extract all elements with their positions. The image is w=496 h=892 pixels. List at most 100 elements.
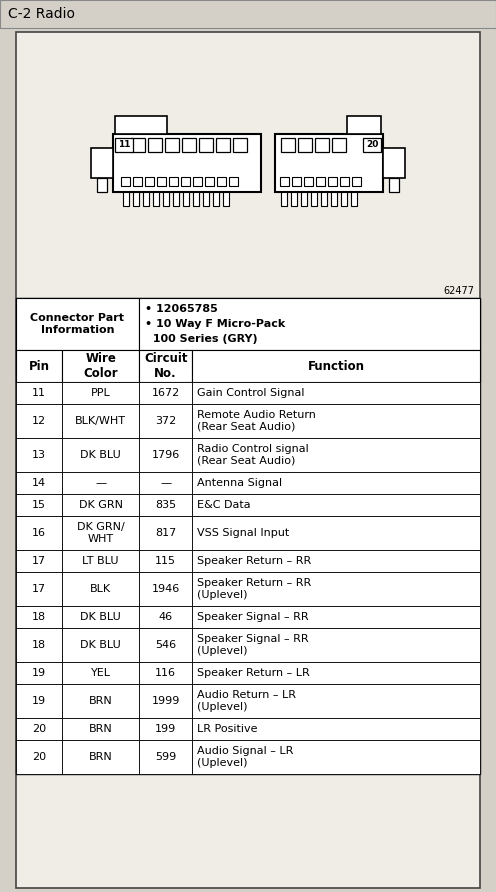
Bar (16, 438, 62, 472)
Text: C-2 Radio: C-2 Radio (8, 7, 75, 21)
Bar (192, 472, 480, 494)
Bar (113, 134, 261, 192)
Bar (192, 628, 480, 662)
Text: Speaker Return – RR: Speaker Return – RR (197, 556, 311, 566)
Bar (157, 177, 166, 186)
Text: BRN: BRN (89, 752, 113, 762)
Bar (145, 177, 154, 186)
Bar (16, 516, 62, 550)
Text: 116: 116 (155, 668, 176, 678)
Bar (16, 684, 62, 718)
Bar (139, 298, 480, 350)
Bar (139, 350, 192, 382)
Text: 46: 46 (159, 612, 173, 622)
Text: Circuit
No.: Circuit No. (144, 352, 187, 380)
Bar (62, 494, 139, 516)
Text: Audio Return – LR
(Uplevel): Audio Return – LR (Uplevel) (197, 690, 296, 712)
Text: E&C Data: E&C Data (197, 500, 251, 510)
Bar (331, 192, 337, 206)
Text: —: — (160, 478, 171, 488)
Bar (347, 116, 381, 134)
Bar (16, 472, 62, 494)
Bar (123, 192, 129, 206)
Bar (16, 550, 62, 572)
Bar (139, 628, 192, 662)
Bar (16, 382, 62, 404)
Bar (193, 192, 199, 206)
Text: Radio Control signal
(Rear Seat Audio): Radio Control signal (Rear Seat Audio) (197, 444, 309, 466)
Bar (280, 177, 289, 186)
Bar (183, 192, 189, 206)
Bar (62, 572, 139, 606)
Text: Remote Audio Return
(Rear Seat Audio): Remote Audio Return (Rear Seat Audio) (197, 410, 316, 432)
Text: 1999: 1999 (151, 696, 180, 706)
Text: 115: 115 (155, 556, 176, 566)
Bar (192, 662, 480, 684)
Text: PPL: PPL (91, 388, 111, 398)
Text: • 12065785
• 10 Way F Micro-Pack
  100 Series (GRY): • 12065785 • 10 Way F Micro-Pack 100 Ser… (145, 304, 285, 343)
Bar (139, 472, 192, 494)
Text: 19: 19 (32, 668, 46, 678)
Text: Speaker Signal – RR: Speaker Signal – RR (197, 612, 309, 622)
Text: Speaker Signal – RR
(Uplevel): Speaker Signal – RR (Uplevel) (197, 634, 309, 656)
Bar (182, 137, 196, 152)
Text: Audio Signal – LR
(Uplevel): Audio Signal – LR (Uplevel) (197, 747, 294, 768)
Bar (341, 192, 347, 206)
Bar (316, 177, 325, 186)
Text: Wire
Color: Wire Color (83, 352, 118, 380)
Bar (192, 350, 480, 382)
Text: Pin: Pin (29, 359, 50, 373)
Bar (205, 177, 214, 186)
Bar (62, 606, 139, 628)
Bar (351, 192, 357, 206)
Text: 62477: 62477 (443, 286, 474, 296)
Text: 11: 11 (118, 140, 130, 149)
Bar (153, 192, 159, 206)
Text: DK GRN/
WHT: DK GRN/ WHT (77, 522, 124, 544)
Bar (139, 404, 192, 438)
Bar (16, 494, 62, 516)
Bar (192, 438, 480, 472)
Text: Antenna Signal: Antenna Signal (197, 478, 282, 488)
Bar (62, 662, 139, 684)
Text: 12: 12 (32, 416, 46, 426)
Bar (139, 438, 192, 472)
Bar (115, 137, 133, 152)
Text: 199: 199 (155, 724, 176, 734)
Bar (275, 134, 383, 192)
Text: Gain Control Signal: Gain Control Signal (197, 388, 305, 398)
Bar (121, 177, 130, 186)
Bar (192, 740, 480, 774)
Text: DK BLU: DK BLU (80, 450, 121, 460)
Text: 372: 372 (155, 416, 176, 426)
Bar (181, 177, 190, 186)
Bar (223, 192, 229, 206)
Text: LR Positive: LR Positive (197, 724, 258, 734)
Text: DK BLU: DK BLU (80, 612, 121, 622)
Bar (0, 0, 496, 28)
Bar (133, 177, 142, 186)
Text: 17: 17 (32, 556, 46, 566)
Bar (16, 350, 62, 382)
Bar (281, 137, 295, 152)
Bar (143, 192, 149, 206)
Bar (213, 192, 219, 206)
Text: 18: 18 (32, 612, 46, 622)
Bar (315, 137, 329, 152)
Bar (169, 177, 178, 186)
Bar (389, 178, 399, 192)
Text: VSS Signal Input: VSS Signal Input (197, 528, 290, 538)
Text: YEL: YEL (91, 668, 111, 678)
Bar (193, 177, 202, 186)
Text: 19: 19 (32, 696, 46, 706)
Bar (192, 606, 480, 628)
Bar (139, 684, 192, 718)
Bar (165, 137, 179, 152)
Bar (363, 137, 381, 152)
Text: 20: 20 (366, 140, 378, 149)
Bar (163, 192, 169, 206)
Text: 20: 20 (32, 752, 46, 762)
Bar (62, 684, 139, 718)
Text: 546: 546 (155, 640, 176, 650)
Text: BRN: BRN (89, 696, 113, 706)
